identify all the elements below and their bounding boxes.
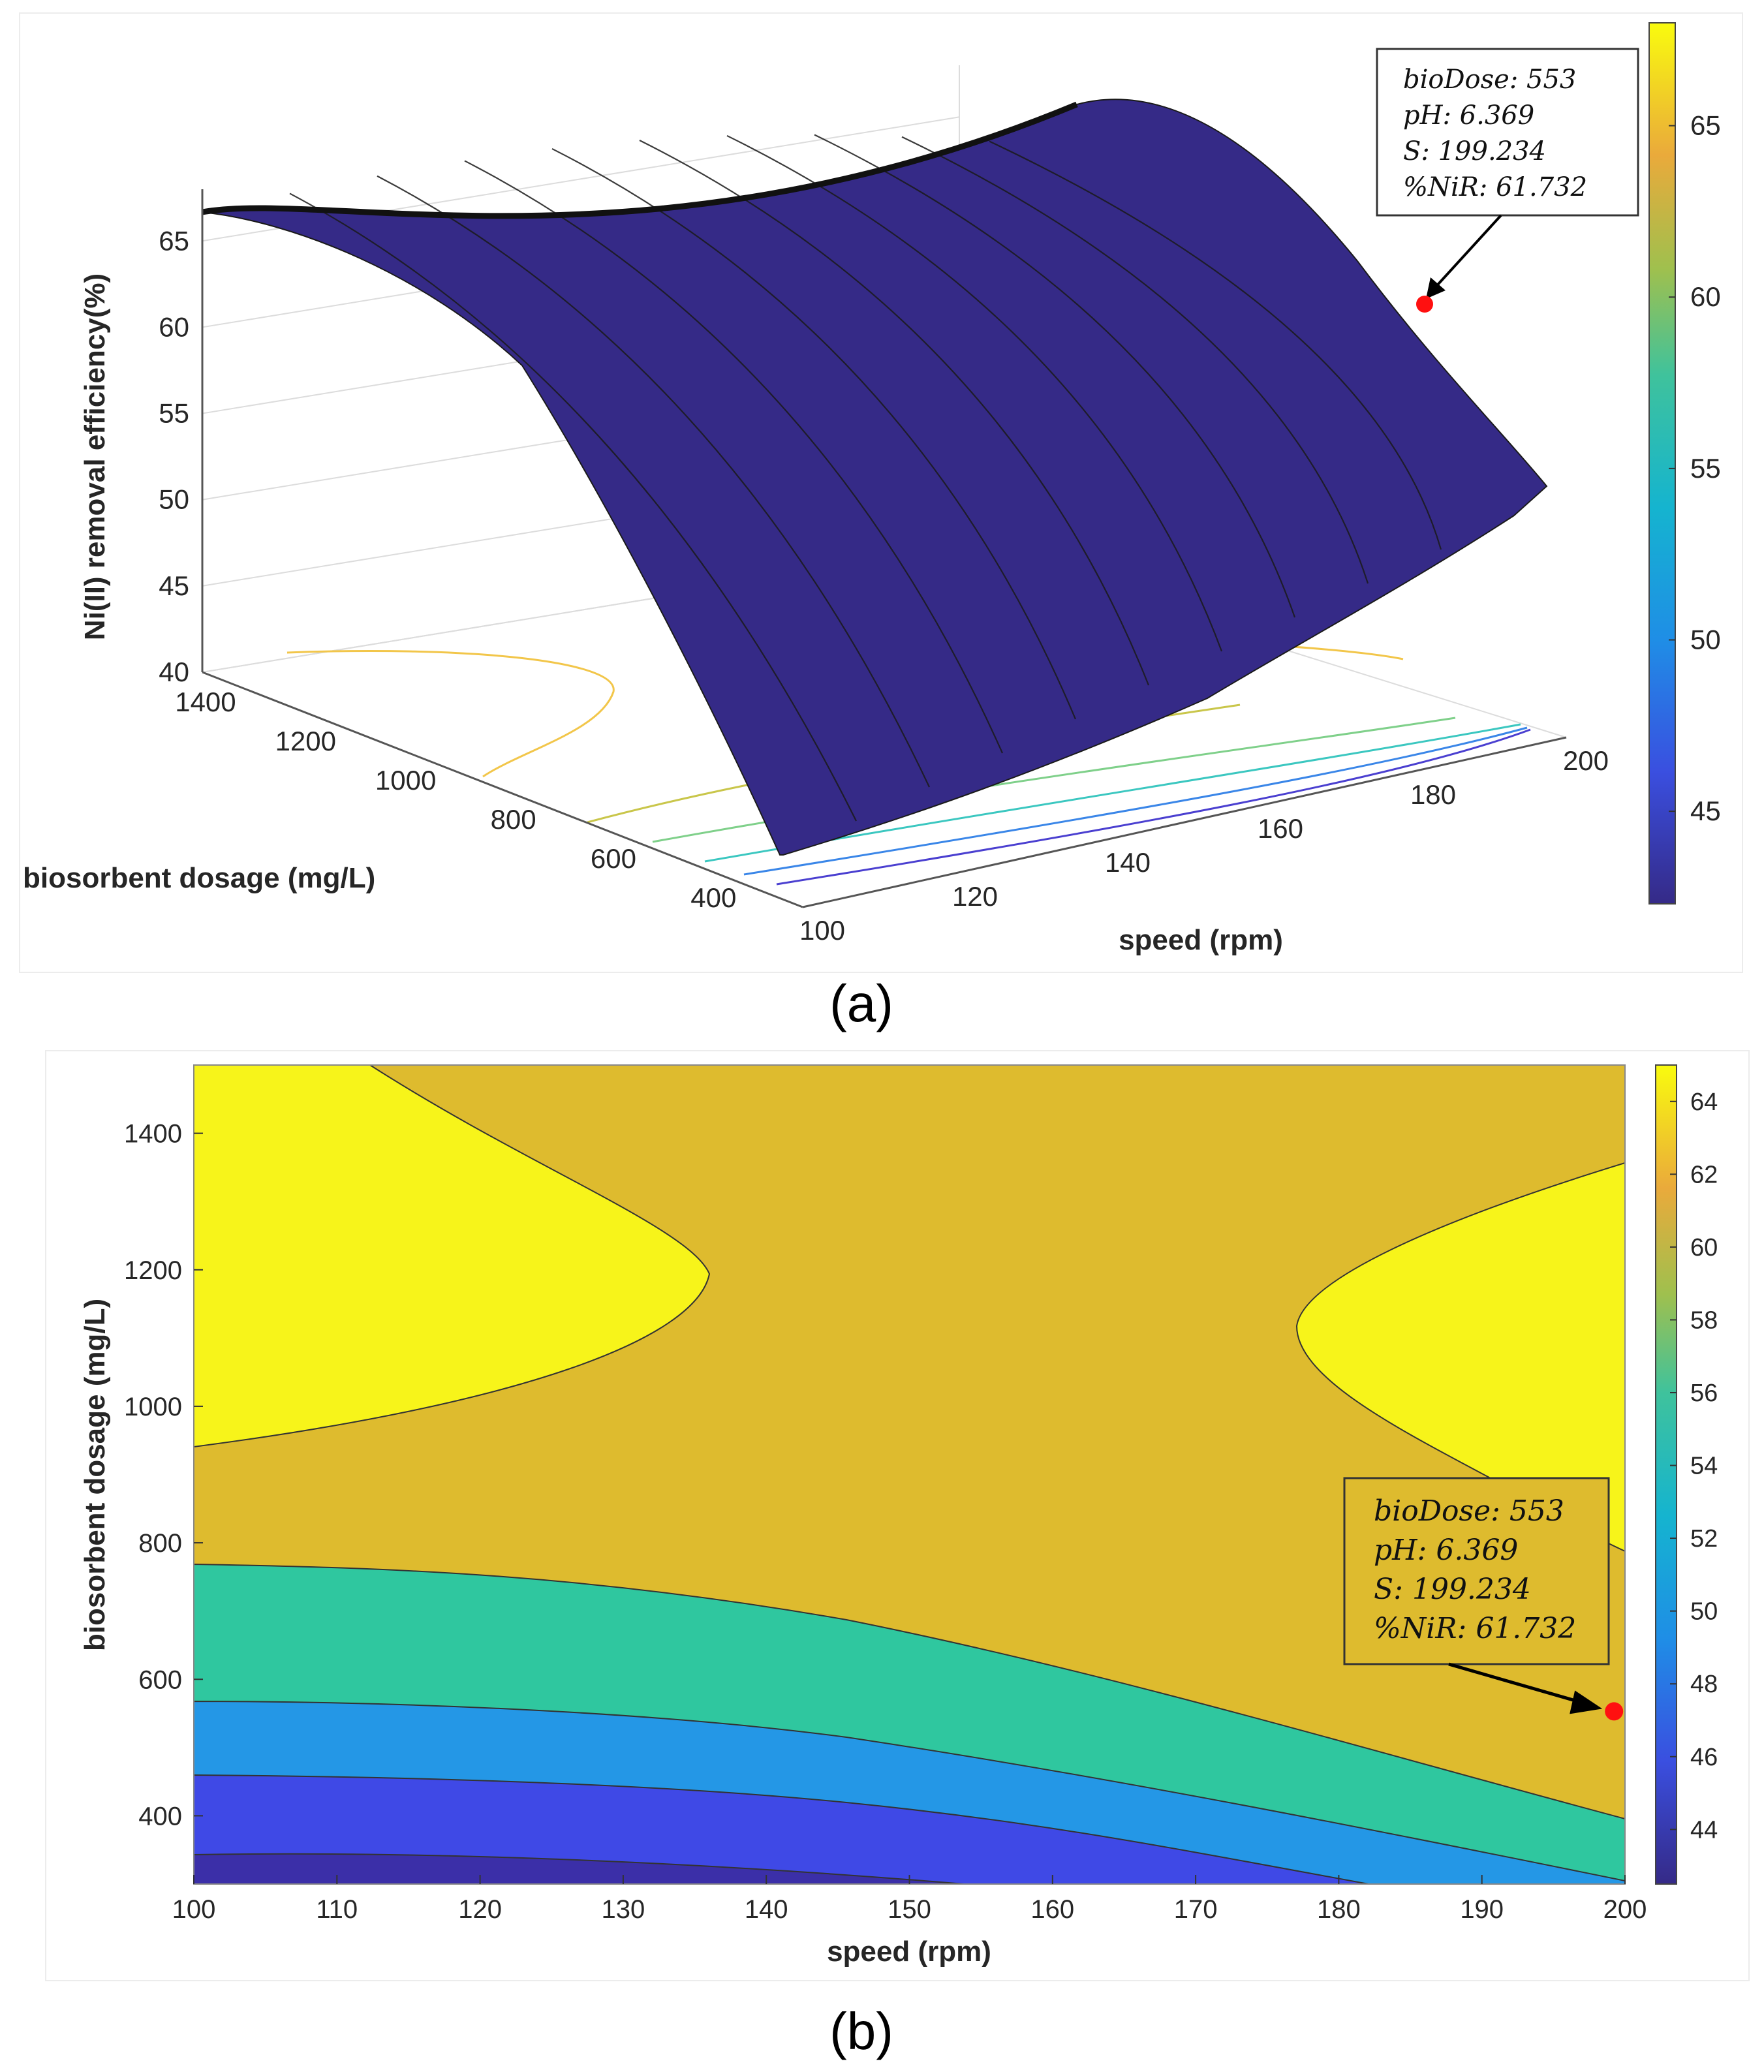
tip-line: S: 199.234: [1403, 136, 1546, 166]
mesh-line: [814, 134, 1296, 618]
x-tick-label: 160: [1258, 813, 1303, 844]
colorbar-tick-label: 64: [1690, 1089, 1718, 1116]
colorbar-tick-label: 58: [1690, 1307, 1718, 1334]
colorbar-ticks: 44 46 48 50 52 54 56 58 60 62 64: [1670, 1089, 1718, 1844]
tip-line: pH: 6.369: [1403, 101, 1534, 131]
mesh-line: [901, 136, 1369, 584]
y-tick-label: 1200: [275, 726, 336, 756]
x-tick-label: 200: [1563, 745, 1609, 776]
y-tick-label: 600: [138, 1665, 182, 1694]
mesh-line: [289, 193, 857, 822]
x-tick-label: 130: [602, 1895, 645, 1924]
surface-ridge-edge: [202, 101, 1078, 219]
x-tick-label: 180: [1410, 779, 1456, 810]
surface-panel: 40 45 50 55 60 65 400 600 800 1000 1200 1400 100 12…: [19, 12, 1743, 973]
x-tick-label: 100: [799, 915, 845, 946]
y-tick-label: 400: [690, 882, 736, 913]
z-tick-label: 55: [159, 398, 189, 429]
y-axis-ticks: 400 600 800 1000 1200 1400: [175, 687, 736, 913]
y-axis-line: [202, 671, 803, 908]
colorbar-tick-label: 56: [1690, 1380, 1718, 1407]
tip-line: bioDose: 553: [1374, 1494, 1564, 1528]
x-axis-ticks: 100 110 120 130 140 150 160 170 180 190 200: [172, 1875, 1647, 1924]
colorbar-tick-label: 60: [1690, 281, 1721, 312]
optimum-point: [1416, 296, 1433, 313]
colorbar-tick-label: 54: [1690, 1453, 1718, 1480]
colorbar: 44 46 48 50 52 54 56 58 60 62 64: [1655, 1064, 1718, 1885]
colorbar-tick-label: 52: [1690, 1525, 1718, 1553]
contour-band-above-65-left: [194, 1065, 711, 1448]
surface-datatip: bioDose: 553 pH: 6.369 S: 199.234 %NiR: …: [1376, 48, 1639, 313]
colorbar-tick-label: 55: [1690, 453, 1721, 484]
x-tick-label: 200: [1603, 1895, 1647, 1924]
surface-mesh: [289, 134, 1442, 822]
colorbar-tick-label: 62: [1690, 1161, 1718, 1188]
x-tick-label: 120: [458, 1895, 502, 1924]
contour-band-below-45: [194, 1853, 965, 1884]
x-axis-ticks: 100 120 140 160 180 200: [799, 745, 1609, 946]
tip-line: %NiR: 61.732: [1403, 172, 1587, 202]
mesh-line: [989, 140, 1442, 550]
colorbar-tick-label: 46: [1690, 1744, 1718, 1771]
x-tick-label: 110: [316, 1895, 358, 1924]
y-tick-label: 400: [138, 1802, 182, 1831]
x-tick-label: 190: [1460, 1895, 1504, 1924]
z-tick-label: 50: [159, 484, 189, 515]
y-tick-label: 800: [138, 1529, 182, 1558]
mesh-line: [464, 160, 1004, 754]
x-axis-label: speed (rpm): [1119, 924, 1283, 956]
x-axis-label: speed (rpm): [827, 1936, 991, 1968]
tip-line: %NiR: 61.732: [1374, 1612, 1576, 1645]
z-axis-ticks: 40 45 50 55 60 65: [159, 225, 189, 687]
z-tick-label: 45: [159, 570, 189, 601]
tip-line: pH: 6.369: [1374, 1534, 1518, 1567]
y-axis-ticks: 400 600 800 1000 1200 1400: [124, 1120, 203, 1831]
contour-datatip: bioDose: 553 pH: 6.369 S: 199.234 %NiR: …: [1343, 1477, 1624, 1721]
tip-arrow-icon: [1570, 1690, 1603, 1714]
tip-leader-line: [1448, 1662, 1595, 1708]
z-tick-label: 40: [159, 657, 189, 687]
z-tick-label: 65: [159, 225, 189, 256]
y-tick-label: 1400: [175, 687, 236, 717]
x-tick-label: 150: [888, 1895, 931, 1924]
colorbar-ticks: 45 50 55 60 65: [1669, 110, 1721, 826]
mesh-line: [377, 175, 930, 788]
tip-arrow-icon: [1426, 277, 1446, 299]
colorbar-tick-label: 45: [1690, 796, 1721, 826]
colorbar-tick-label: 50: [1690, 625, 1721, 655]
panel-label-a: (a): [829, 974, 893, 1032]
z-tick-label: 60: [159, 311, 189, 342]
colorbar-tick-label: 60: [1690, 1234, 1718, 1261]
y-tick-label: 1000: [124, 1393, 182, 1421]
y-tick-label: 1200: [124, 1256, 182, 1285]
x-tick-label: 120: [952, 881, 998, 912]
colorbar-tick-label: 44: [1690, 1816, 1718, 1844]
x-axis-line: [802, 736, 1567, 908]
colorbar: 45 50 55 60 65: [1648, 22, 1721, 905]
x-tick-label: 100: [172, 1895, 216, 1924]
x-tick-label: 140: [745, 1895, 788, 1924]
tip-line: S: 199.234: [1374, 1573, 1531, 1606]
x-tick-label: 160: [1030, 1895, 1074, 1924]
y-tick-label: 1400: [124, 1120, 182, 1149]
colorbar-tick-label: 48: [1690, 1671, 1718, 1698]
x-tick-label: 140: [1105, 847, 1151, 878]
y-axis-label: biosorbent dosage (mg/L): [23, 862, 375, 894]
mesh-line: [726, 134, 1223, 652]
z-axis-label: Ni(II) removal efficiency(%): [79, 273, 111, 640]
colorbar-tick-label: 65: [1690, 110, 1721, 141]
y-tick-label: 1000: [375, 765, 436, 796]
contour-panel: 100 110 120 130 140 150 160 170 180 190 200 400 600…: [45, 1050, 1750, 1981]
panel-label-b: (b): [829, 2002, 893, 2060]
y-axis-label: biosorbent dosage (mg/L): [79, 1299, 111, 1651]
x-tick-label: 170: [1174, 1895, 1218, 1924]
x-tick-label: 180: [1317, 1895, 1361, 1924]
colorbar-tick-label: 50: [1690, 1598, 1718, 1626]
y-tick-label: 600: [591, 843, 636, 874]
contour-plot-area: [194, 1065, 1625, 1884]
tip-line: bioDose: 553: [1403, 65, 1576, 95]
optimum-point: [1605, 1702, 1624, 1721]
y-tick-label: 800: [491, 804, 536, 835]
